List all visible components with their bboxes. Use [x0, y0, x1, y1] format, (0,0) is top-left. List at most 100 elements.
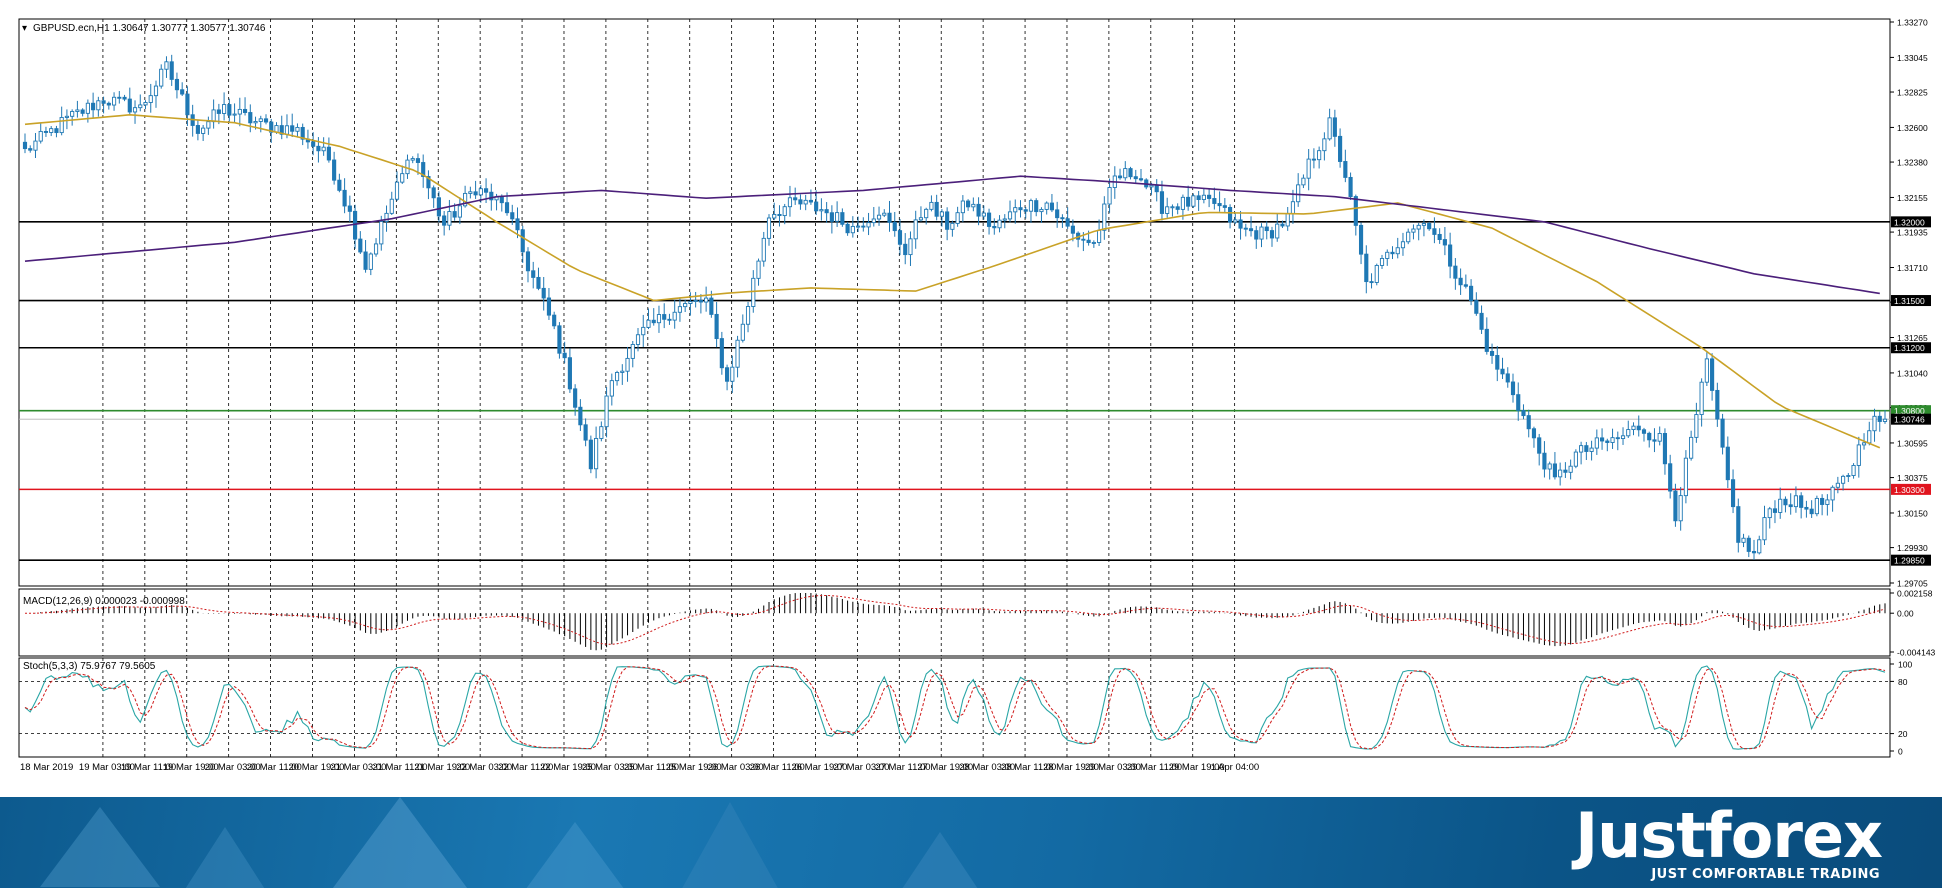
- time-tick-label: 18 Mar 2019: [20, 762, 73, 773]
- candle-body: [1338, 135, 1343, 162]
- candle-body: [159, 68, 164, 87]
- candle-body: [855, 225, 861, 228]
- candle-body: [279, 125, 284, 135]
- price-level-tag-label: 1.32000: [1894, 217, 1925, 227]
- macd-label: MACD(12,26,9) 0.000023 -0.000998: [23, 596, 185, 607]
- time-tick-label: 1 Apr 04:00: [1211, 762, 1260, 773]
- candle-body: [489, 191, 494, 201]
- candle-body: [934, 201, 939, 217]
- candle-body: [353, 210, 358, 240]
- candle-body: [897, 230, 903, 245]
- candle-body: [939, 211, 944, 217]
- candle-body: [1437, 233, 1442, 241]
- candle-body: [1018, 207, 1023, 211]
- time-tick-label: 21 Mar 03:00: [330, 762, 386, 773]
- candle-body: [211, 109, 216, 123]
- candle-body: [1809, 508, 1814, 515]
- candle-body: [510, 212, 515, 220]
- candle-body: [1846, 475, 1851, 477]
- candle-body: [127, 98, 132, 113]
- candle-body: [1699, 381, 1704, 416]
- candle-body: [924, 208, 929, 219]
- candle-body: [1563, 469, 1568, 473]
- candle-body: [808, 199, 813, 203]
- candle-body: [1453, 265, 1458, 279]
- candle-body: [431, 187, 436, 199]
- candle-body: [373, 243, 379, 255]
- candle-body: [1264, 226, 1269, 232]
- macd-axis: 0.002158 0.00 -0.004143: [1890, 589, 1936, 658]
- symbol-info: GBPUSD.ecn,H1 1.30647 1.30777 1.30577 1.…: [33, 23, 266, 34]
- candle-body: [363, 251, 368, 270]
- candle-body: [531, 270, 536, 278]
- candle-body: [1689, 436, 1694, 459]
- macd-tick-label: 0.00: [1897, 609, 1914, 619]
- candle-body: [620, 370, 625, 373]
- candle-body: [1442, 239, 1447, 246]
- candle-body: [216, 109, 221, 114]
- time-tick-label: 19 Mar 19:00: [163, 762, 219, 773]
- candle-body: [1620, 435, 1626, 440]
- candle-body: [557, 325, 562, 354]
- candle-body: [1851, 464, 1856, 476]
- candle-body: [976, 203, 981, 217]
- candle-body: [552, 314, 557, 327]
- candle-body: [1254, 230, 1259, 240]
- candle-body: [1364, 253, 1369, 283]
- candle-body: [326, 146, 331, 161]
- candle-body: [284, 125, 290, 135]
- candle-body: [1841, 475, 1846, 484]
- candle-body: [541, 287, 546, 299]
- candle-body: [1521, 409, 1526, 417]
- candle-body: [1568, 465, 1573, 473]
- price-level-tag: [1891, 554, 1931, 566]
- candle-body: [1647, 432, 1652, 441]
- candle-body: [740, 323, 745, 341]
- candle-body: [798, 199, 803, 205]
- candle-body: [1594, 437, 1599, 449]
- candle-body: [1657, 433, 1662, 442]
- candle-body: [1400, 241, 1406, 249]
- candle-body: [410, 158, 415, 161]
- candle-body: [1060, 217, 1065, 220]
- candle-body: [1348, 176, 1353, 197]
- candle-body: [688, 301, 693, 304]
- candle-body: [861, 225, 866, 228]
- candle-body: [1861, 442, 1867, 446]
- decor-triangle: [520, 822, 630, 888]
- candle-body: [1720, 418, 1725, 448]
- symbol-menu-arrow[interactable]: ▾: [22, 23, 27, 34]
- candle-body: [1830, 486, 1835, 501]
- candle-body: [876, 214, 882, 220]
- candle-body: [111, 96, 117, 106]
- candle-body: [206, 121, 211, 129]
- candle-body: [263, 118, 269, 123]
- candle-body: [49, 128, 54, 133]
- candle-body: [1395, 247, 1400, 255]
- decor-triangle: [180, 827, 270, 888]
- candle-body: [719, 338, 724, 369]
- candle-body: [389, 198, 394, 214]
- decor-triangle: [330, 797, 470, 888]
- time-tick-label: 26 Mar 03:00: [708, 762, 764, 773]
- candle-body: [316, 145, 321, 152]
- price-tick-label: 1.31710: [1897, 263, 1928, 273]
- price-tick-label: 1.32155: [1897, 193, 1928, 203]
- candle-body: [1233, 219, 1238, 223]
- candle-body: [321, 146, 326, 152]
- price-level-tag: [1891, 216, 1931, 228]
- candle-body: [1243, 227, 1248, 230]
- time-tick-label: 29 Mar 11:00: [1127, 762, 1182, 773]
- candle-body: [986, 212, 992, 227]
- candle-body: [1636, 425, 1641, 431]
- candle-body: [1479, 312, 1484, 330]
- candle-body: [478, 188, 483, 196]
- time-tick-label: 28 Mar 19:00: [1043, 762, 1099, 773]
- time-tick-label: 26 Mar 19:00: [791, 762, 847, 773]
- candle-body: [578, 406, 583, 426]
- candle-body: [1751, 550, 1757, 554]
- price-tick-label: 1.32600: [1897, 123, 1928, 133]
- candle-body: [148, 95, 153, 103]
- candle-body: [777, 213, 782, 217]
- candle-body: [850, 225, 855, 234]
